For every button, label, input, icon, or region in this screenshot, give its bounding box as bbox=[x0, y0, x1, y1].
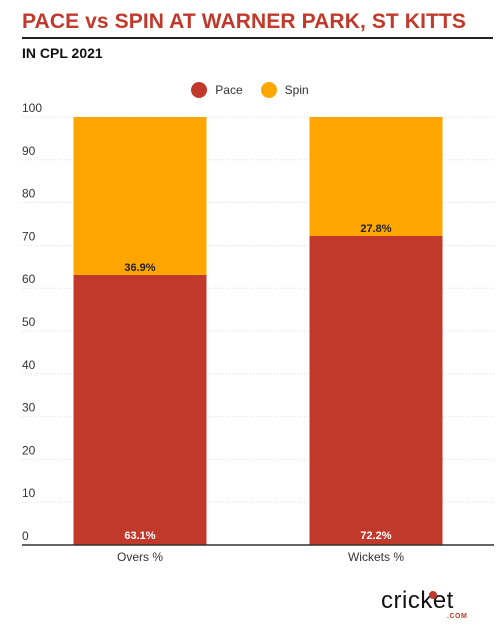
legend-item-pace: Pace bbox=[191, 82, 243, 98]
brand-dot-icon bbox=[429, 591, 437, 599]
data-label: 63.1% bbox=[124, 530, 155, 542]
bar-pace bbox=[73, 274, 207, 545]
stacked-bar-chart: 0 10 20 30 40 50 60 70 80 90 100 63.1% 36.9% Overs % 7… bbox=[22, 101, 494, 564]
legend-label-spin: Spin bbox=[284, 83, 309, 97]
data-label: 27.8% bbox=[360, 223, 391, 235]
bar-spin bbox=[73, 117, 207, 275]
brand-logo-text: cricket bbox=[381, 587, 454, 614]
brand-logo: cricket .COM bbox=[381, 587, 496, 623]
y-tick-label: 80 bbox=[22, 187, 36, 201]
x-tick-label: Wickets % bbox=[348, 550, 404, 564]
y-tick-label: 100 bbox=[22, 101, 42, 115]
data-label: 36.9% bbox=[124, 262, 155, 274]
chart-subtitle: IN CPL 2021 bbox=[22, 45, 103, 61]
y-tick-label: 40 bbox=[22, 358, 36, 372]
y-tick-label: 60 bbox=[22, 272, 36, 286]
legend-swatch-spin bbox=[260, 82, 277, 98]
y-tick-label: 90 bbox=[22, 144, 36, 158]
chart-title: PACE vs SPIN AT WARNER PARK, ST KITTS bbox=[22, 10, 466, 33]
bar-pace bbox=[309, 235, 443, 545]
data-label: 72.2% bbox=[360, 530, 391, 542]
y-tick-label: 20 bbox=[22, 443, 36, 457]
legend: Pace Spin bbox=[0, 82, 500, 98]
y-tick-label: 70 bbox=[22, 229, 36, 243]
y-tick-label: 50 bbox=[22, 315, 36, 329]
legend-swatch-pace bbox=[191, 82, 208, 98]
y-tick-label: 10 bbox=[22, 486, 36, 500]
title-divider bbox=[22, 37, 493, 39]
legend-label-pace: Pace bbox=[215, 83, 243, 97]
y-tick-label: 30 bbox=[22, 401, 36, 415]
bar-spin bbox=[309, 117, 443, 236]
x-tick-label: Overs % bbox=[117, 550, 163, 564]
brand-logo-suffix: .COM bbox=[447, 613, 468, 620]
y-tick-label: 0 bbox=[22, 529, 29, 543]
legend-item-spin: Spin bbox=[260, 82, 309, 98]
